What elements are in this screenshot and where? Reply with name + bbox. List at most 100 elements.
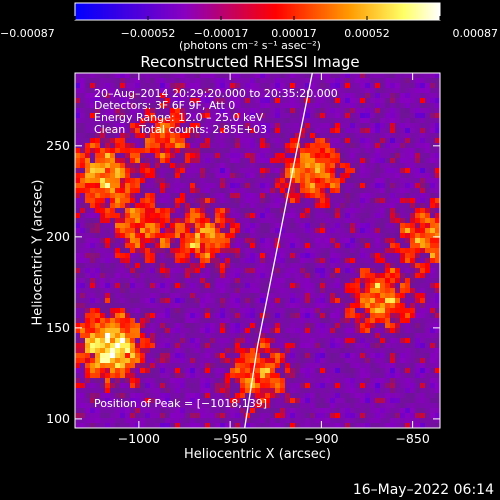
heatmap-cell	[265, 153, 271, 159]
heatmap-cell	[310, 308, 316, 314]
heatmap-cell	[280, 178, 286, 184]
heatmap-cell	[195, 103, 201, 109]
heatmap-cell	[360, 203, 366, 209]
heatmap-cell	[350, 308, 356, 314]
heatmap-cell	[95, 313, 101, 319]
heatmap-cell	[420, 348, 426, 354]
heatmap-cell	[355, 383, 361, 389]
heatmap-cell	[395, 288, 401, 294]
heatmap-cell	[360, 158, 366, 164]
heatmap-cell	[355, 133, 361, 139]
heatmap-cell	[85, 313, 91, 319]
heatmap-cell	[270, 238, 276, 244]
heatmap-cell	[315, 98, 321, 104]
heatmap-cell	[265, 353, 271, 359]
heatmap-cell	[430, 118, 436, 124]
heatmap-cell	[325, 243, 331, 249]
heatmap-cell	[395, 263, 401, 269]
heatmap-cell	[375, 358, 381, 364]
heatmap-cell	[205, 383, 211, 389]
heatmap-cell	[170, 193, 176, 199]
heatmap-cell	[200, 83, 206, 89]
heatmap-cell	[190, 393, 196, 399]
heatmap-cell	[355, 93, 361, 99]
heatmap-cell	[115, 368, 121, 374]
heatmap-cell	[170, 98, 176, 104]
heatmap-cell	[425, 158, 431, 164]
heatmap-cell	[155, 248, 161, 254]
heatmap-cell	[300, 283, 306, 289]
heatmap-cell	[215, 163, 221, 169]
heatmap-cell	[395, 163, 401, 169]
heatmap-cell	[420, 313, 426, 319]
heatmap-cell	[325, 83, 331, 89]
heatmap-cell	[145, 98, 151, 104]
heatmap-cell	[205, 128, 211, 134]
heatmap-cell	[325, 183, 331, 189]
heatmap-cell	[230, 73, 236, 79]
heatmap-cell	[375, 398, 381, 404]
heatmap-cell	[180, 403, 186, 409]
heatmap-cell	[130, 378, 136, 384]
heatmap-cell	[270, 288, 276, 294]
heatmap-cell	[200, 403, 206, 409]
heatmap-cell	[200, 148, 206, 154]
heatmap-cell	[350, 358, 356, 364]
heatmap-cell	[165, 388, 171, 394]
heatmap-cell	[290, 348, 296, 354]
heatmap-cell	[255, 313, 261, 319]
heatmap-cell	[210, 228, 216, 234]
heatmap-cell	[335, 273, 341, 279]
heatmap-cell	[135, 93, 141, 99]
heatmap-cell	[425, 388, 431, 394]
heatmap-cell	[385, 83, 391, 89]
heatmap-cell	[315, 228, 321, 234]
heatmap-cell	[240, 218, 246, 224]
heatmap-cell	[110, 388, 116, 394]
heatmap-cell	[380, 108, 386, 114]
heatmap-cell	[85, 178, 91, 184]
heatmap-cell	[220, 108, 226, 114]
heatmap-cell	[370, 318, 376, 324]
heatmap-cell	[230, 328, 236, 334]
heatmap-cell	[425, 98, 431, 104]
heatmap-cell	[125, 138, 131, 144]
heatmap-cell	[225, 253, 231, 259]
heatmap-cell	[170, 198, 176, 204]
heatmap-cell	[155, 398, 161, 404]
heatmap-cell	[230, 113, 236, 119]
heatmap-cell	[395, 303, 401, 309]
heatmap-cell	[385, 293, 391, 299]
heatmap-cell	[130, 293, 136, 299]
heatmap-cell	[135, 98, 141, 104]
heatmap-cell	[300, 213, 306, 219]
heatmap-cell	[180, 193, 186, 199]
heatmap-cell	[280, 98, 286, 104]
heatmap-cell	[210, 273, 216, 279]
heatmap-cell	[430, 158, 436, 164]
heatmap-cell	[305, 153, 311, 159]
heatmap-cell	[145, 313, 151, 319]
heatmap-cell	[110, 253, 116, 259]
heatmap-cell	[195, 98, 201, 104]
heatmap-cell	[150, 273, 156, 279]
heatmap-cell	[430, 283, 436, 289]
heatmap-cell	[430, 88, 436, 94]
heatmap-cell	[165, 98, 171, 104]
heatmap-cell	[120, 258, 126, 264]
heatmap-cell	[170, 203, 176, 209]
heatmap-cell	[190, 118, 196, 124]
heatmap-cell	[190, 258, 196, 264]
heatmap-cell	[435, 118, 440, 124]
heatmap-cell	[335, 373, 341, 379]
heatmap-cell	[280, 398, 286, 404]
heatmap-cell	[355, 158, 361, 164]
heatmap-cell	[385, 133, 391, 139]
heatmap-cell	[145, 278, 151, 284]
heatmap-cell	[95, 233, 101, 239]
heatmap-cell	[95, 208, 101, 214]
heatmap-cell	[85, 138, 91, 144]
heatmap-cell	[300, 248, 306, 254]
heatmap-cell	[390, 163, 396, 169]
heatmap-cell	[385, 168, 391, 174]
